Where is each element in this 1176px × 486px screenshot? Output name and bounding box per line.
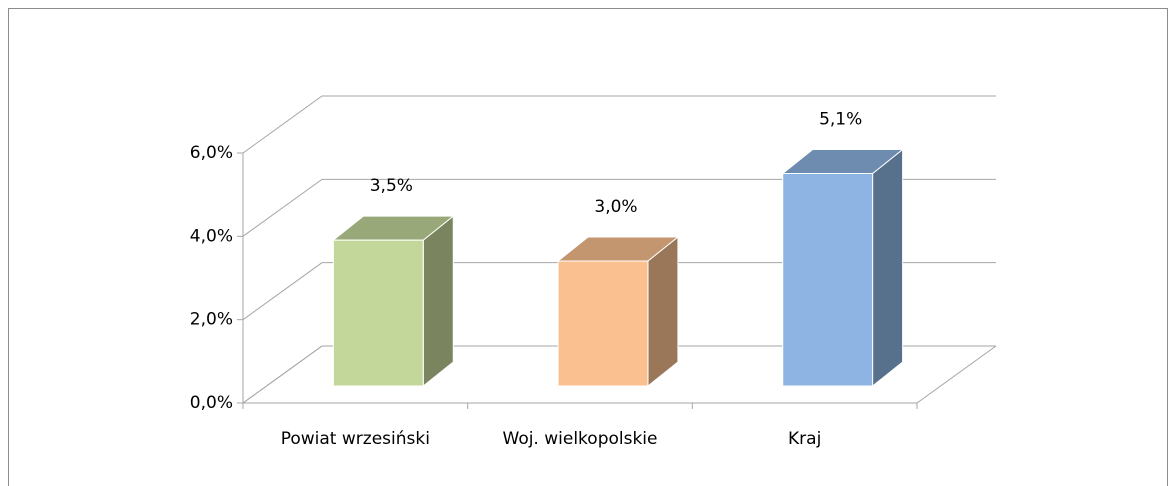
bar-side bbox=[647, 235, 679, 388]
bar-side bbox=[422, 215, 454, 388]
x-tick-label: Kraj bbox=[788, 429, 821, 449]
value-label: 3,0% bbox=[594, 197, 637, 217]
x-tick-label: Woj. wielkopolskie bbox=[503, 429, 658, 449]
grid-line bbox=[242, 178, 996, 237]
grid-line bbox=[242, 95, 996, 154]
chart-frame bbox=[8, 8, 1168, 486]
bar bbox=[332, 239, 424, 387]
bar bbox=[557, 260, 649, 387]
value-label: 3,5% bbox=[370, 176, 413, 196]
y-tick-label: 6,0% bbox=[190, 143, 233, 163]
y-tick-label: 0,0% bbox=[190, 393, 233, 413]
y-tick-label: 4,0% bbox=[190, 226, 233, 246]
value-label: 5,1% bbox=[819, 110, 862, 130]
y-tick-label: 2,0% bbox=[190, 310, 233, 330]
bar bbox=[782, 173, 874, 387]
x-tick-label: Powiat wrzesiński bbox=[281, 429, 430, 449]
grid-line bbox=[242, 345, 996, 404]
bar-side bbox=[872, 148, 904, 388]
grid-line bbox=[242, 262, 996, 321]
